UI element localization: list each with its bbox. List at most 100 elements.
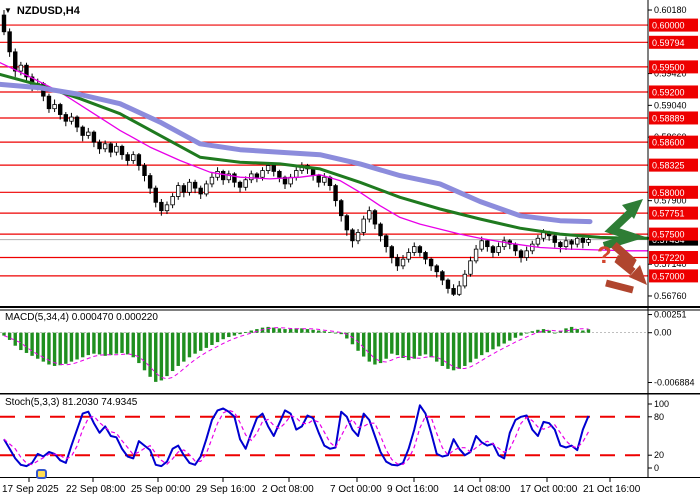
macd-histogram-bar <box>446 332 450 369</box>
macd-histogram-bar <box>339 332 343 335</box>
candle-body <box>237 181 243 188</box>
macd-histogram-bar <box>221 332 225 340</box>
macd-histogram-bar <box>103 332 107 356</box>
macd-histogram-bar <box>41 332 46 362</box>
macd-histogram-bar <box>294 328 298 333</box>
price-level-label-bg <box>649 111 698 125</box>
stoch-indicator-values: 81.2030 74.9345 <box>62 397 138 408</box>
stoch-panel[interactable] <box>0 404 648 468</box>
macd-histogram-bar <box>80 332 85 358</box>
macd-histogram-bar <box>47 332 51 365</box>
macd-histogram-bar <box>215 332 220 343</box>
candle-body <box>406 252 411 260</box>
candle-body <box>451 288 456 295</box>
price-tick-label: 0.59420 <box>654 69 687 79</box>
candle-body <box>440 271 445 281</box>
ma-mid-line <box>0 72 650 240</box>
price-panel[interactable] <box>0 10 650 296</box>
candle-body <box>423 252 428 260</box>
candle-body <box>24 64 29 78</box>
time-axis[interactable]: 17 Sep 2025 22 Sep 08:00 25 Sep 00:00 29 Se… <box>2 478 641 495</box>
macd-histogram-bar <box>401 332 405 359</box>
price-level-label: 0.57000 <box>652 271 685 281</box>
stoch-indicator-header: Stoch(5,3,3) 81.2030 74.9345 <box>5 397 137 408</box>
bearish-scenario-arrow-icon <box>605 242 647 294</box>
candle-body <box>575 237 580 245</box>
candle-body <box>383 235 389 248</box>
macd-histogram-bar <box>575 329 579 333</box>
macd-histogram-bar <box>547 330 551 333</box>
candle-body <box>277 170 282 178</box>
panel-frame <box>0 0 700 478</box>
macd-histogram-bar <box>30 332 34 356</box>
macd-histogram-bar <box>92 332 96 354</box>
candlestick-series <box>1 10 591 296</box>
time-tick-label: 22 Sep 08:00 <box>66 484 126 495</box>
stoch-axis-label: 20 <box>654 450 664 460</box>
candle-body <box>220 170 226 181</box>
candle-body <box>119 145 125 156</box>
price-scale[interactable]: 0.601800.594200.590400.586600.579000.571… <box>648 5 698 473</box>
macd-histogram-bar <box>395 332 400 356</box>
macd-histogram-bar <box>154 332 158 382</box>
macd-histogram-bar <box>581 330 585 333</box>
price-level-label: 0.58600 <box>652 138 685 148</box>
candle-body <box>232 173 237 183</box>
macd-histogram-bar <box>19 332 23 351</box>
macd-histogram-bar <box>333 332 338 334</box>
macd-histogram-bar <box>553 332 557 334</box>
macd-histogram-bar <box>384 332 388 359</box>
candle-body <box>552 235 557 243</box>
macd-histogram-bar <box>429 332 433 358</box>
candle-body <box>136 154 142 166</box>
question-mark-annotation: ? <box>597 242 612 269</box>
price-level-label: 0.57500 <box>652 230 685 240</box>
candle-body <box>80 126 85 136</box>
stoch-axis-label: 0 <box>654 463 659 473</box>
macd-histogram-bar <box>480 332 484 356</box>
candle-body <box>322 176 327 183</box>
panel-separator <box>0 309 700 311</box>
symbol-title[interactable]: ▼ NZDUSD,H4 <box>4 5 80 17</box>
candle-body <box>91 131 97 143</box>
panel-separator <box>0 393 700 395</box>
macd-histogram-bar <box>390 332 394 354</box>
chart-shift-marker-icon[interactable] <box>36 469 47 479</box>
candle-body <box>142 165 147 176</box>
candle-body <box>518 250 524 258</box>
time-tick-label: 2 Oct 08:00 <box>262 484 314 495</box>
time-tick-label: 7 Oct 00:00 <box>330 484 382 495</box>
panel-separator <box>0 306 700 308</box>
candle-body <box>563 240 569 248</box>
macd-histogram-bar <box>2 332 6 336</box>
macd-histogram-bar <box>204 332 209 348</box>
stoch-indicator-name: Stoch(5,3,3) <box>5 397 60 408</box>
ma-fast-line <box>0 62 649 252</box>
candle-body <box>338 200 344 217</box>
candle-body <box>170 196 175 206</box>
macd-histogram-bar <box>468 332 473 363</box>
price-level-label: 0.59500 <box>652 62 685 72</box>
macd-histogram-bar <box>159 332 164 381</box>
candle-body <box>412 246 417 253</box>
candle-body <box>69 116 74 122</box>
macd-histogram-bar <box>406 332 411 361</box>
candle-body <box>294 170 299 178</box>
macd-histogram-bar <box>569 326 574 333</box>
candle-body <box>1 14 7 33</box>
candle-body <box>361 218 366 233</box>
macd-histogram-bar <box>513 332 518 338</box>
macd-histogram-bar <box>519 332 523 336</box>
candle-body <box>462 273 468 287</box>
candle-body <box>46 95 52 110</box>
macd-histogram-bar <box>64 332 68 364</box>
macd-histogram-bar <box>435 332 439 362</box>
macd-panel[interactable] <box>0 326 648 382</box>
macd-histogram-bar <box>418 332 422 356</box>
macd-histogram-bar <box>69 332 74 362</box>
candle-body <box>7 31 12 53</box>
candle-body <box>350 229 355 242</box>
time-tick-label: 14 Oct 08:00 <box>453 484 511 495</box>
macd-histogram-bar <box>36 332 40 359</box>
